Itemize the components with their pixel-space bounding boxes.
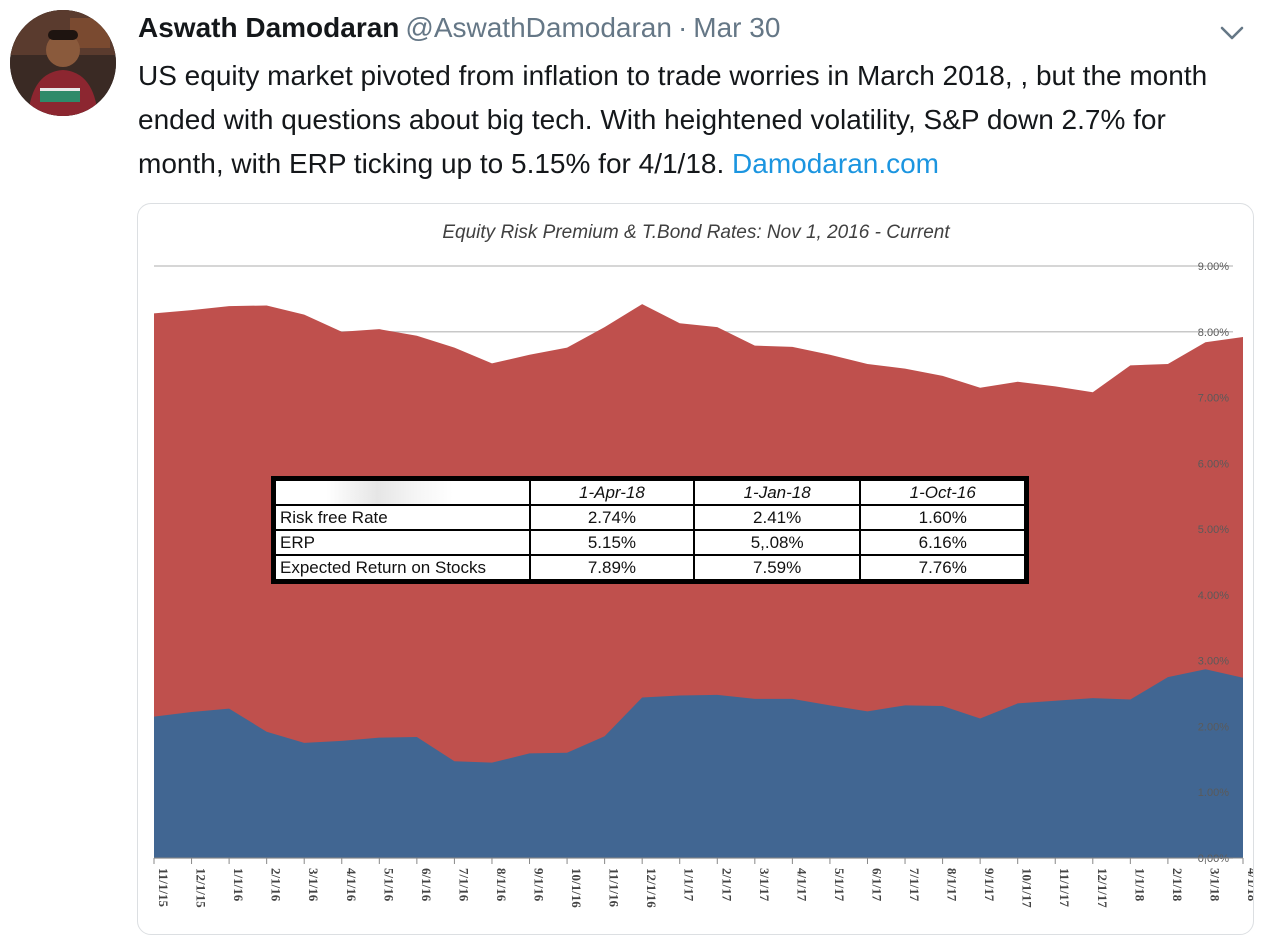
table-header-cell: 1-Apr-18 [529, 479, 695, 506]
x-tick-label: 5/1/17 [832, 868, 847, 902]
table-header-row: 1-Apr-18 1-Jan-18 1-Oct-16 [274, 479, 1026, 506]
rates-table: 1-Apr-18 1-Jan-18 1-Oct-16 Risk free Rate 2.… [271, 476, 1029, 584]
x-tick-label: 8/1/16 [494, 868, 509, 902]
x-tick-label: 2/1/18 [1170, 868, 1185, 902]
x-tick-label: 6/1/17 [869, 868, 884, 902]
table-row: ERP 5.15% 5,.08% 6.16% [274, 529, 1026, 556]
media-card[interactable]: Equity Risk Premium & T.Bond Rates: Nov … [137, 203, 1254, 935]
x-tick-label: 4/1/18 [1245, 868, 1253, 902]
x-tick-label: 11/1/17 [1057, 868, 1072, 908]
x-tick-label: 9/1/16 [532, 868, 547, 902]
x-tick-label: 2/1/16 [269, 868, 284, 902]
avatar-photo [10, 10, 116, 116]
x-tick-label: 11/1/15 [156, 868, 171, 908]
x-tick-label: 7/1/17 [907, 868, 922, 902]
x-tick-label: 12/1/16 [644, 868, 659, 908]
table-row: Risk free Rate 2.74% 2.41% 1.60% [274, 504, 1026, 531]
tweet-text: US equity market pivoted from inflation … [138, 54, 1248, 186]
table-cell: 2.74% [529, 504, 695, 531]
x-tick-label: 3/1/16 [306, 868, 321, 902]
tbond-rate-area [154, 669, 1243, 858]
x-tick-label: 10/1/17 [1020, 868, 1035, 908]
table-row-label: ERP [274, 529, 531, 556]
x-tick-label: 10/1/16 [569, 868, 584, 908]
x-tick-label: 1/1/18 [1132, 868, 1147, 902]
damodaran-link[interactable]: Damodaran.com [732, 148, 940, 179]
x-tick-label: 7/1/16 [456, 868, 471, 902]
chevron-down-icon [1220, 26, 1244, 40]
author-handle[interactable]: @AswathDamodaran [405, 12, 672, 43]
x-tick-label: 2/1/17 [719, 868, 734, 902]
table-row-label: Expected Return on Stocks [274, 554, 531, 581]
x-tick-label: 3/1/17 [757, 868, 772, 902]
y-tick-label: 9.00% [1198, 261, 1229, 273]
table-row-label: Risk free Rate [274, 504, 531, 531]
table-header-cell: 1-Oct-16 [859, 479, 1026, 506]
tweet-body: US equity market pivoted from inflation … [138, 60, 1208, 179]
table-cell: 5,.08% [692, 529, 862, 556]
table-cell: 5.15% [529, 529, 695, 556]
y-tick-label: 3.00% [1198, 656, 1229, 668]
y-tick-label: 5.00% [1198, 524, 1229, 536]
x-tick-label: 4/1/16 [344, 868, 359, 902]
table-cell: 6.16% [859, 529, 1026, 556]
x-tick-label: 5/1/16 [381, 868, 396, 902]
table-cell: 7.59% [692, 554, 862, 581]
table-cell: 1.60% [859, 504, 1026, 531]
tweet-date[interactable]: Mar 30 [693, 12, 781, 43]
x-tick-label: 12/1/15 [194, 868, 209, 908]
x-tick-label: 6/1/16 [419, 868, 434, 902]
y-tick-label: 2.00% [1198, 721, 1229, 733]
chart-title: Equity Risk Premium & T.Bond Rates: Nov … [442, 222, 950, 243]
tweet-header: Aswath Damodaran @AswathDamodaran · Mar 30 [138, 10, 780, 46]
table-row: Expected Return on Stocks 7.89% 7.59% 7.76% [274, 554, 1026, 581]
x-tick-label: 9/1/17 [982, 868, 997, 902]
x-tick-label: 11/1/16 [607, 868, 622, 908]
y-tick-label: 1.00% [1198, 787, 1229, 799]
table-corner [274, 479, 531, 506]
separator-dot: · [677, 12, 688, 43]
author-name[interactable]: Aswath Damodaran [138, 12, 400, 43]
table-cell: 7.76% [859, 554, 1026, 581]
x-tick-label: 4/1/17 [794, 868, 809, 902]
y-tick-label: 8.00% [1198, 327, 1229, 339]
y-tick-label: 7.00% [1198, 393, 1229, 405]
profile-avatar[interactable] [10, 10, 116, 116]
table-header-cell: 1-Jan-18 [692, 479, 862, 506]
more-options-button[interactable] [1217, 18, 1247, 46]
x-tick-label: 12/1/17 [1095, 868, 1110, 908]
y-tick-label: 6.00% [1198, 458, 1229, 470]
x-tick-label: 1/1/17 [682, 868, 697, 902]
y-tick-label: 4.00% [1198, 590, 1229, 602]
y-tick-label: 0.00% [1198, 853, 1229, 865]
x-tick-label: 8/1/17 [945, 868, 960, 902]
x-tick-label: 1/1/16 [231, 868, 246, 902]
table-cell: 7.89% [529, 554, 695, 581]
x-tick-label: 3/1/18 [1207, 868, 1222, 902]
table-cell: 2.41% [692, 504, 862, 531]
